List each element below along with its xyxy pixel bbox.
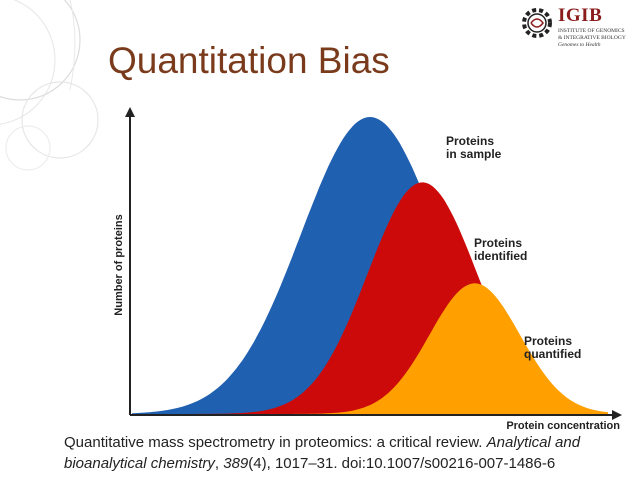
citation-sep: , <box>214 455 224 472</box>
y-axis-label: Number of proteins <box>113 214 125 315</box>
logo-name: IGIB <box>558 5 603 26</box>
logo-line-3: Genomes to Health <box>558 42 601 48</box>
citation-pages-doi: (4), 1017–31. doi:10.1007/s00216-007-148… <box>248 455 556 472</box>
logo-line-2: & INTEGRATIVE BIOLOGY <box>558 35 626 41</box>
x-axis-arrow <box>612 410 622 420</box>
citation: Quantitative mass spectrometry in proteo… <box>64 432 624 474</box>
y-axis-arrow <box>125 107 135 117</box>
citation-title: Quantitative mass spectrometry in proteo… <box>64 434 487 451</box>
chart-svg: Number of proteins Protein concentration <box>113 107 622 432</box>
area-series-3 <box>132 283 608 414</box>
label-proteins-in-sample: Proteins in sample <box>446 134 502 161</box>
area-series-1 <box>132 117 608 414</box>
citation-journal: Analytical and bioanalytical chemistry <box>64 434 581 472</box>
label-proteins-identified: Proteins identified <box>474 236 528 263</box>
citation-volume: 389 <box>223 455 249 472</box>
slide-title: Quantitation Bias <box>108 40 390 81</box>
gear-logo-icon <box>522 8 552 38</box>
logo-line-1: INSTITUTE OF GENOMICS <box>558 28 625 34</box>
igib-logo: IGIB INSTITUTE OF GENOMICS & INTEGRATIVE… <box>518 4 634 56</box>
x-axis-label: Protein concentration <box>506 420 620 432</box>
label-proteins-quantified: Proteins quantified <box>524 334 582 361</box>
quantitation-chart: Number of proteins Protein concentration… <box>108 105 628 440</box>
